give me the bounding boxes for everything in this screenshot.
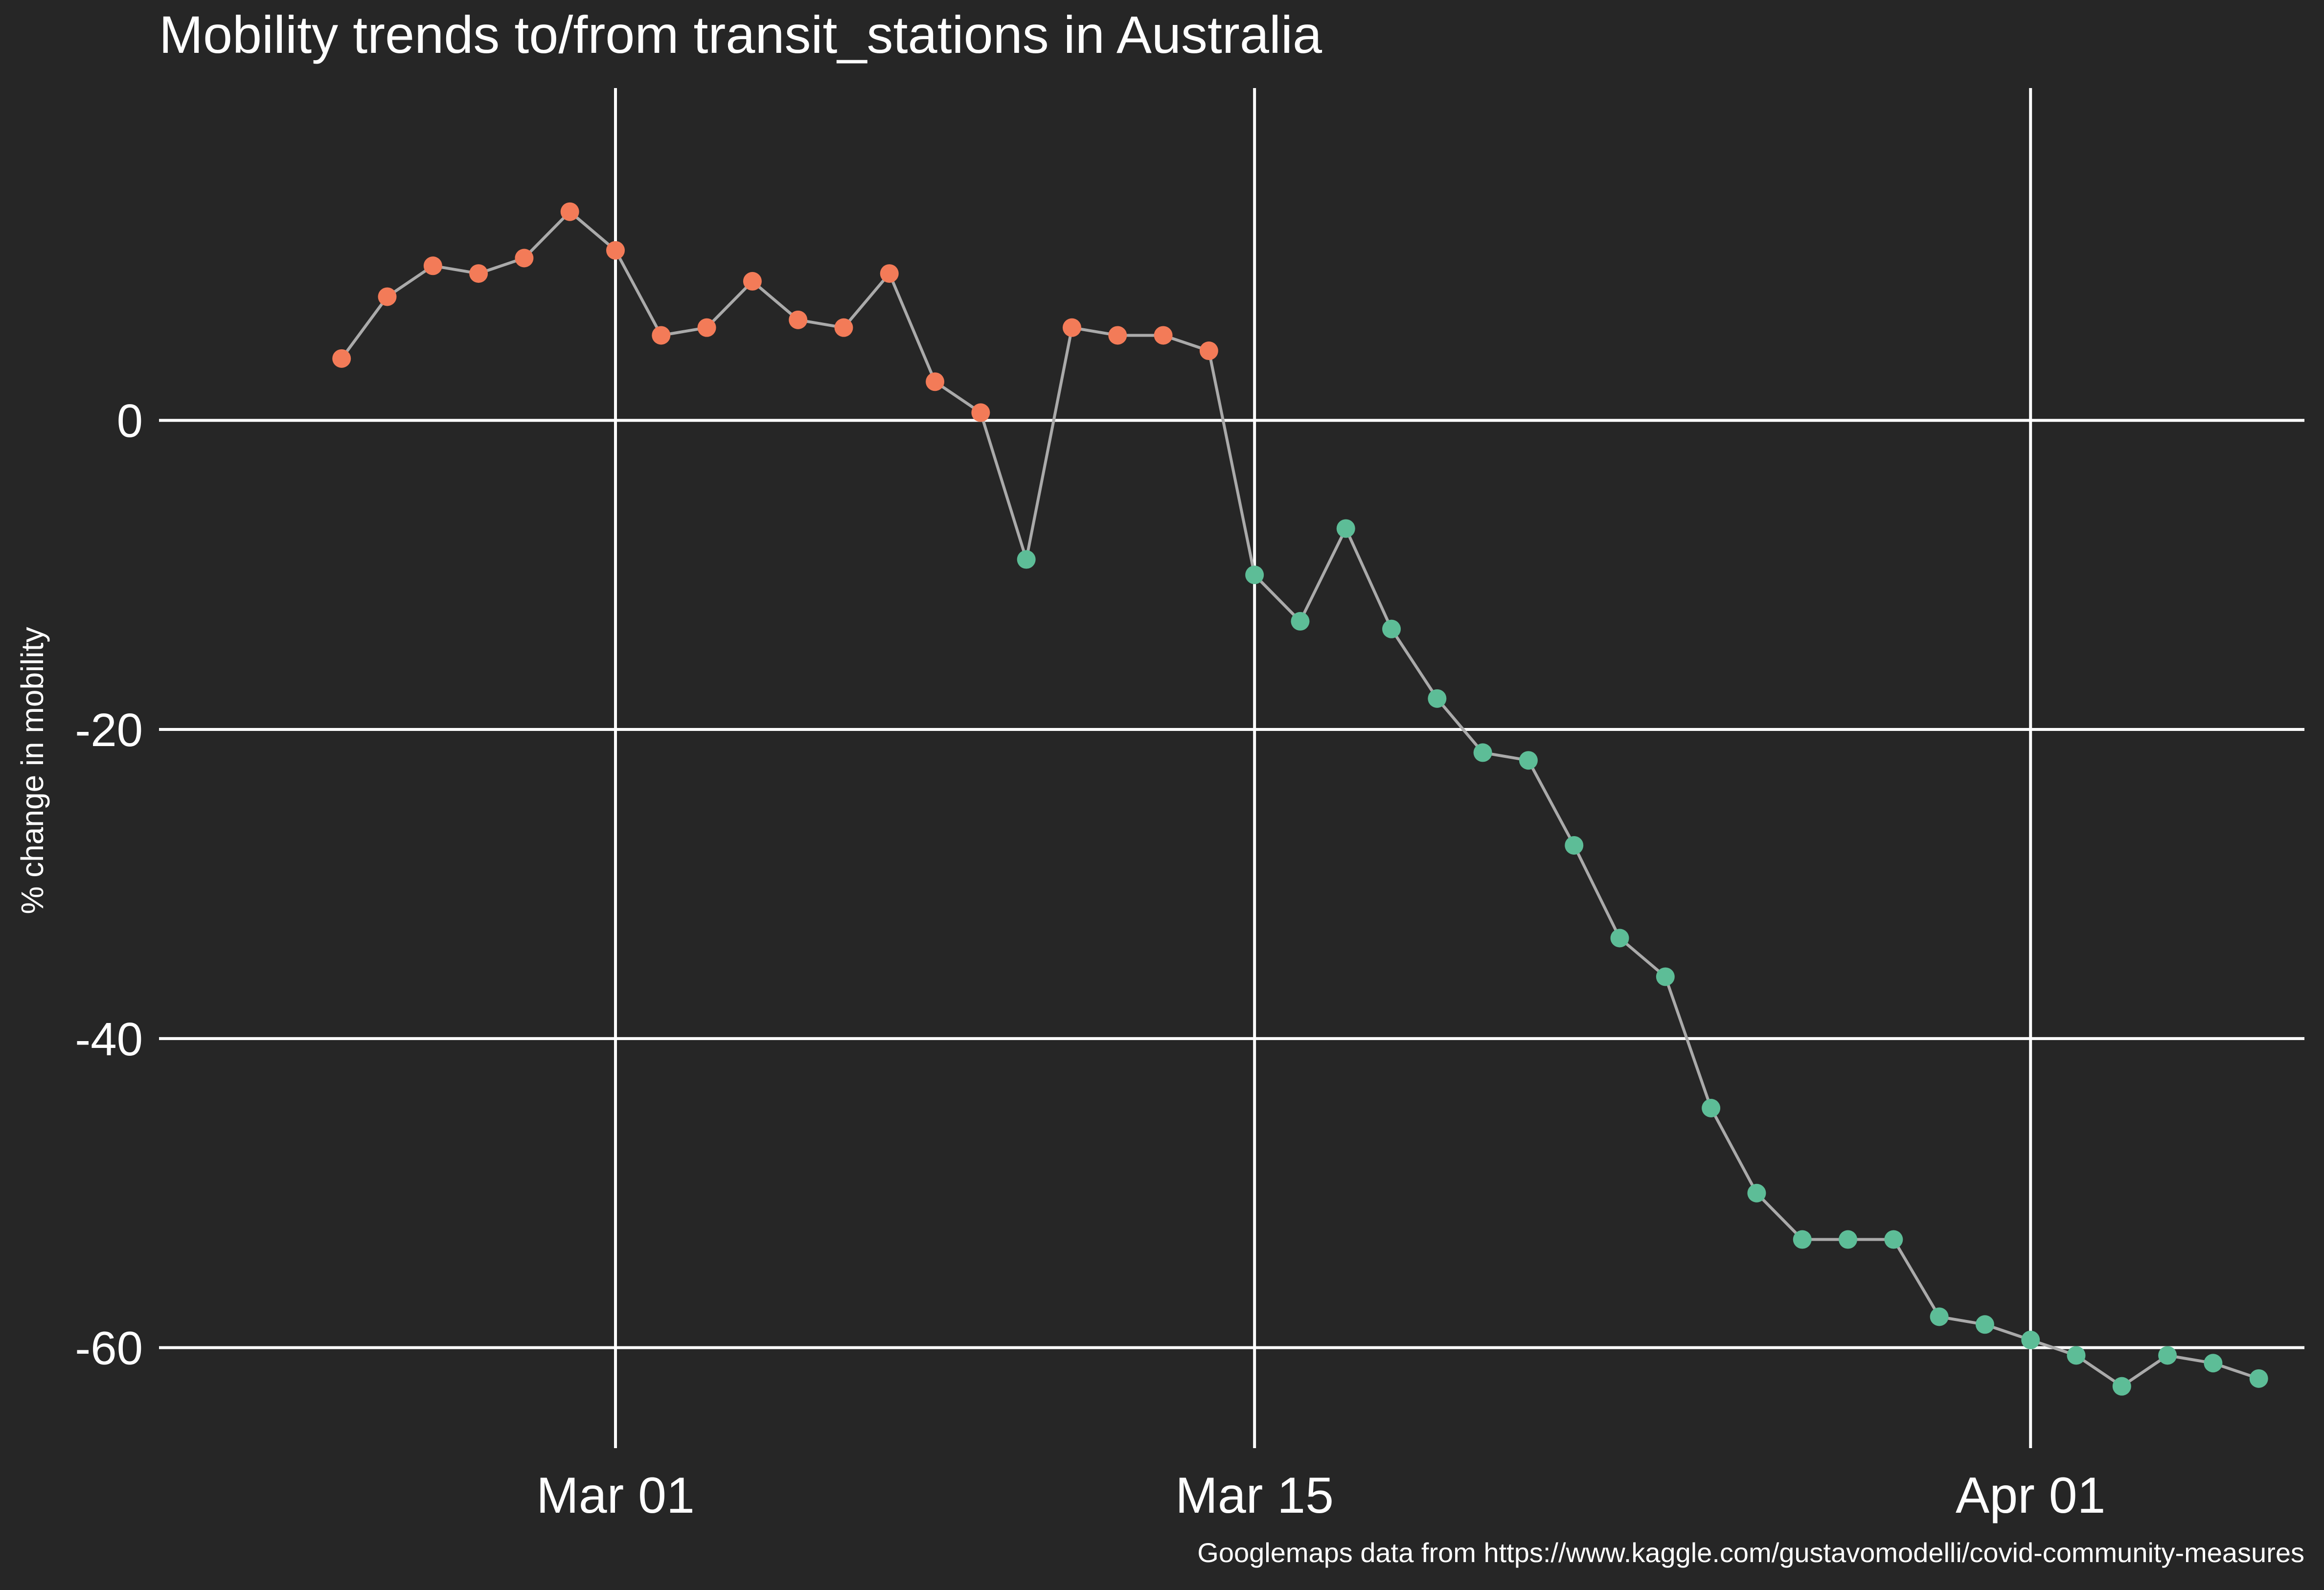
data-point [652,326,671,345]
data-point [880,264,899,283]
data-point [2112,1377,2131,1396]
tick-labels: 0 -20 -40 -60 Mar 01 Mar 15 Apr 01 [75,395,2105,1524]
data-point [1473,743,1492,762]
data-point [1702,1099,1721,1117]
y-tick-label: -60 [75,1322,143,1375]
data-point [1291,612,1310,631]
data-point [1199,341,1218,361]
data-point [1062,318,1081,337]
y-tick-label: -20 [75,704,143,756]
data-point [1884,1230,1903,1249]
data-point [1428,689,1447,708]
x-tick-label: Apr 01 [1956,1467,2105,1524]
data-point [2021,1330,2040,1349]
data-points-layer [332,202,2268,1396]
data-point [1565,836,1584,855]
data-point [834,318,853,337]
data-point [1656,967,1675,986]
data-point [1610,929,1629,948]
data-point [1930,1307,1949,1326]
data-point [1793,1230,1812,1249]
chart-caption: Googlemaps data from https://www.kaggle.… [1197,1537,2304,1568]
data-point [1336,519,1355,538]
data-point [1108,326,1127,345]
y-tick-label: 0 [117,395,143,447]
data-point [469,264,488,283]
data-point [2204,1354,2223,1373]
data-point [423,256,442,275]
data-point [697,318,716,337]
data-point [1519,751,1538,770]
data-point [2249,1369,2268,1388]
chart-title: Mobility trends to/from transit_stations… [159,5,1322,64]
y-tick-label: -40 [75,1013,143,1066]
data-point [332,349,351,368]
data-point [1382,619,1401,638]
data-point [1747,1183,1766,1203]
data-point [2067,1346,2086,1365]
data-point [1017,550,1036,569]
data-point [515,249,534,268]
data-point [743,272,762,291]
data-point [1154,326,1173,345]
data-point [926,372,945,391]
grid-lines [159,88,2304,1448]
data-point [606,241,625,260]
data-point [2158,1346,2177,1365]
x-tick-label: Mar 15 [1175,1467,1334,1524]
x-tick-label: Mar 01 [536,1467,695,1524]
data-point [971,403,990,422]
data-point [1975,1315,1994,1334]
data-point [1245,566,1264,585]
data-point [378,287,397,306]
data-point [560,202,579,221]
data-point [1839,1230,1858,1249]
y-axis-label: % change in mobility [15,627,50,914]
data-point [789,310,808,329]
